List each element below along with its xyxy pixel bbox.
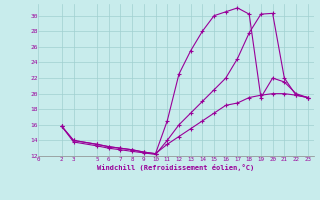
X-axis label: Windchill (Refroidissement éolien,°C): Windchill (Refroidissement éolien,°C)	[97, 164, 255, 171]
